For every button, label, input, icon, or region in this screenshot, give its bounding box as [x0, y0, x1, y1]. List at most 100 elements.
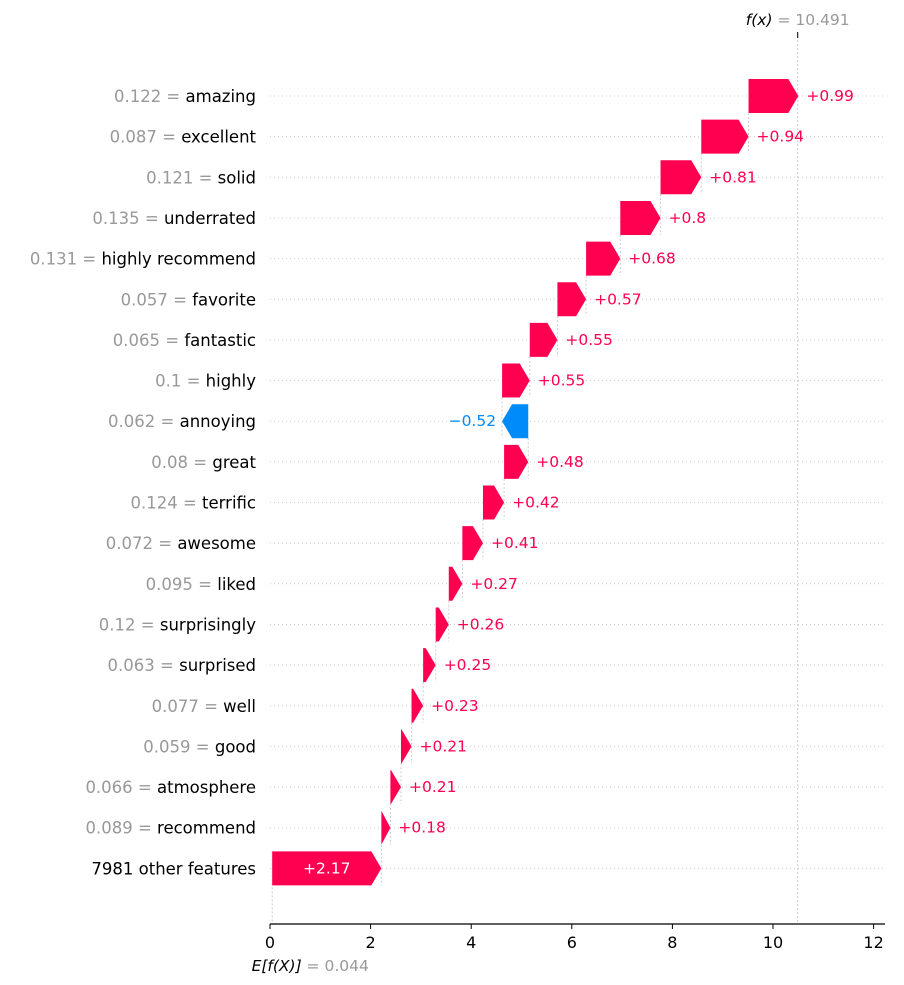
x-tick-label: 6	[567, 933, 577, 952]
feature-label: 7981 other features	[91, 859, 256, 878]
feature-value: 0.077 =	[152, 697, 224, 716]
feature-value: 0.063 =	[108, 656, 180, 675]
contribution-label: +0.26	[457, 615, 505, 633]
positive-contribution-bar	[381, 810, 391, 845]
positive-contribution-bar	[620, 200, 661, 235]
feature-label: 0.077 = well	[152, 697, 256, 716]
bars-layer	[272, 79, 799, 886]
feature-label: 0.095 = liked	[146, 575, 256, 594]
base-label: E[f(X)]	[252, 957, 307, 975]
positive-contribution-bar	[586, 241, 621, 276]
feature-label: 0.12 = surprisingly	[99, 615, 256, 634]
feature-name: highly recommend	[101, 250, 256, 269]
feature-value: 0.062 =	[108, 412, 180, 431]
feature-name: atmosphere	[157, 778, 256, 797]
feature-name: 7981 other features	[91, 859, 256, 878]
feature-name: solid	[218, 168, 256, 187]
feature-name: fantastic	[184, 331, 256, 350]
contribution-label: +0.21	[409, 778, 457, 796]
contribution-label: +0.8	[669, 209, 707, 227]
positive-contribution-bar	[504, 444, 529, 479]
feature-value: 0.121 =	[146, 168, 218, 187]
feature-name: recommend	[157, 819, 256, 838]
feature-name: liked	[217, 575, 256, 594]
fx-value: = 10.491	[777, 11, 849, 29]
annotations: f(x) = 10.491 E[f(X)] = 0.044	[252, 11, 850, 975]
feature-name: great	[212, 453, 256, 472]
contribution-label: +0.18	[398, 819, 446, 837]
feature-label: 0.08 = great	[151, 453, 256, 472]
feature-name: good	[215, 737, 256, 756]
feature-label: 0.121 = solid	[146, 168, 256, 187]
x-tick-label: 0	[265, 933, 275, 952]
positive-contribution-bar	[660, 160, 702, 195]
feature-value: 0.095 =	[146, 575, 218, 594]
feature-name: well	[223, 697, 256, 716]
positive-contribution-bar	[400, 729, 412, 764]
positive-contribution-bar	[423, 648, 436, 683]
fx-annotation: f(x) = 10.491	[746, 11, 850, 29]
feature-value: 0.089 =	[85, 819, 157, 838]
contribution-label: +0.99	[806, 87, 854, 105]
feature-value: 0.087 =	[110, 128, 182, 147]
contribution-label: +0.25	[444, 656, 492, 674]
contribution-label: +0.48	[536, 453, 584, 471]
positive-contribution-bar	[435, 607, 449, 642]
contribution-label: +0.68	[628, 250, 676, 268]
feature-value: 0.135 =	[92, 209, 164, 228]
feature-name: awesome	[177, 534, 256, 553]
feature-label: 0.131 = highly recommend	[30, 250, 256, 269]
feature-label: 0.066 = atmosphere	[85, 778, 256, 797]
feature-value: 0.1 =	[155, 372, 206, 391]
grid-layer	[270, 36, 885, 924]
feature-value: 0.131 =	[30, 250, 102, 269]
x-tick-label: 2	[366, 933, 376, 952]
contribution-label: +0.27	[470, 575, 517, 593]
contribution-label: +0.42	[512, 494, 560, 512]
feature-label: 0.065 = fantastic	[113, 331, 256, 350]
positive-contribution-bar	[462, 526, 483, 561]
feature-name: underrated	[164, 209, 256, 228]
feature-value: 0.08 =	[151, 453, 212, 472]
feature-value: 0.072 =	[106, 534, 178, 553]
x-tick-label: 8	[667, 933, 677, 952]
feature-label: 0.122 = amazing	[114, 87, 256, 106]
contribution-label: +0.23	[431, 697, 479, 715]
x-axis: 0 2 4 6 8 10 12	[265, 923, 885, 952]
x-tick-label: 10	[763, 933, 783, 952]
contribution-label: +0.21	[420, 737, 468, 755]
feature-label: 0.124 = terrific	[130, 494, 256, 513]
contribution-label: +0.41	[491, 534, 539, 552]
feature-value: 0.057 =	[121, 290, 193, 309]
positive-contribution-bar	[448, 566, 463, 601]
contribution-label: −0.52	[449, 412, 497, 430]
contribution-label: +0.55	[538, 372, 586, 390]
positive-contribution-bar	[411, 688, 424, 723]
feature-name: surprisingly	[160, 615, 256, 634]
positive-contribution-bar	[272, 851, 382, 886]
positive-contribution-bar	[701, 119, 749, 154]
feature-label: 0.1 = highly	[155, 372, 256, 391]
contribution-label: +0.55	[565, 331, 613, 349]
feature-name: favorite	[192, 290, 256, 309]
x-tick-label: 4	[466, 933, 476, 952]
feature-value: 0.066 =	[85, 778, 157, 797]
positive-contribution-bar	[557, 282, 587, 317]
feature-value: 0.122 =	[114, 87, 186, 106]
positive-contribution-bar	[390, 770, 401, 805]
feature-label: 0.057 = favorite	[121, 290, 256, 309]
feature-name: highly	[206, 372, 257, 391]
feature-label: 0.059 = good	[143, 737, 256, 756]
feature-value: 0.059 =	[143, 737, 215, 756]
feature-label: 0.135 = underrated	[92, 209, 256, 228]
positive-contribution-bar	[529, 322, 558, 357]
feature-name: excellent	[181, 128, 256, 147]
x-tick-label: 12	[863, 933, 883, 952]
feature-value: 0.12 =	[99, 615, 160, 634]
base-value: = 0.044	[307, 957, 369, 975]
feature-label: 0.062 = annoying	[108, 412, 256, 431]
feature-label: 0.063 = surprised	[108, 656, 256, 675]
feature-name: terrific	[202, 494, 256, 513]
labels-layer: +0.99 0.122 = amazing +0.94 0.087 = excelle…	[30, 87, 854, 878]
